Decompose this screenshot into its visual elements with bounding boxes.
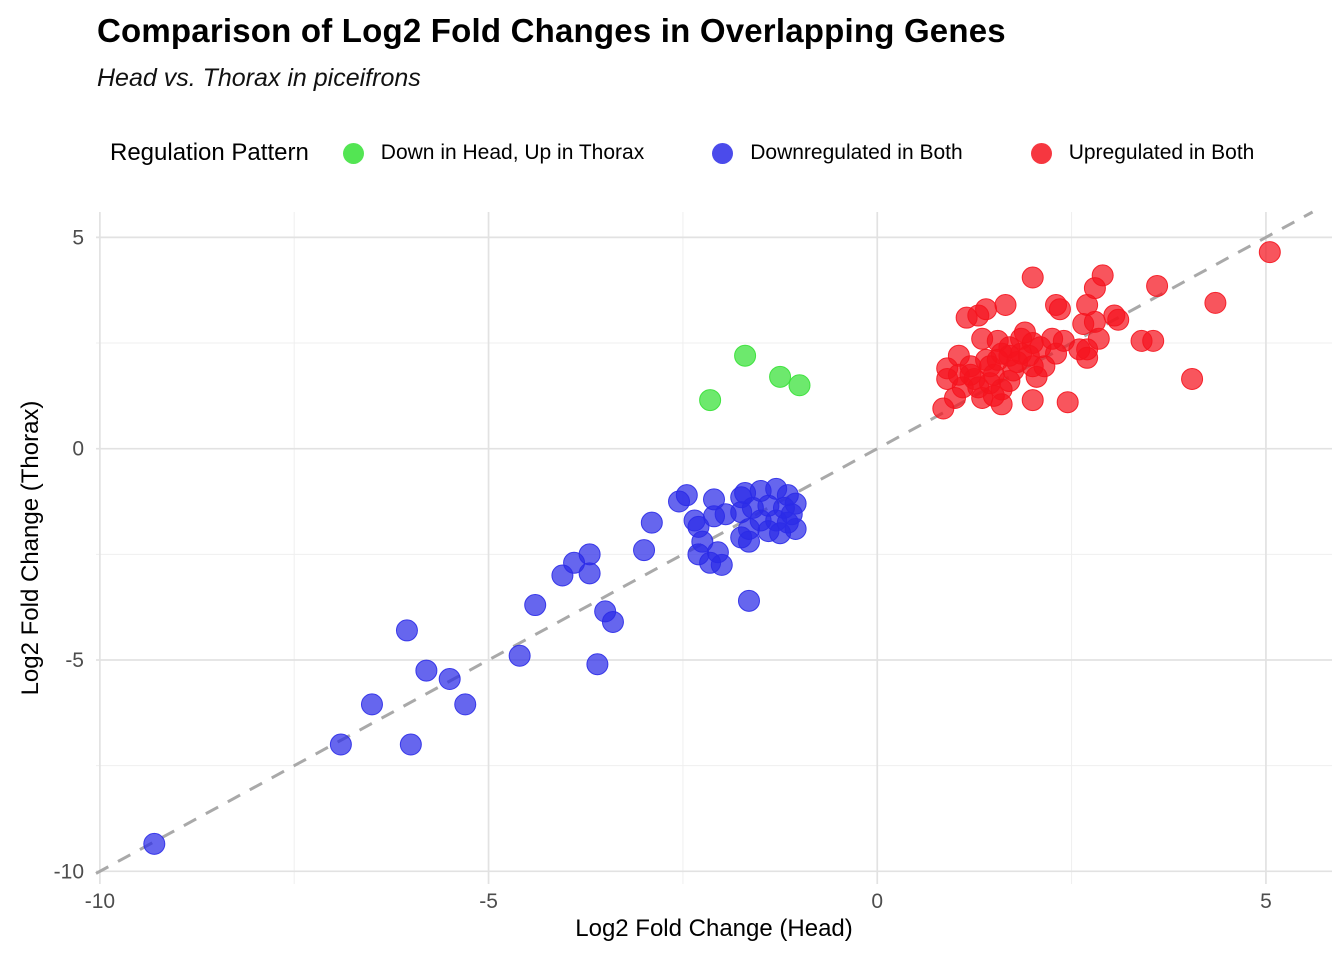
data-point xyxy=(1033,355,1056,378)
data-point xyxy=(734,344,757,367)
x-axis-title: Log2 Fold Change (Head) xyxy=(575,915,853,942)
data-point xyxy=(788,374,811,397)
data-point xyxy=(399,733,422,756)
data-point xyxy=(1103,304,1126,327)
data-point xyxy=(994,293,1017,316)
y-tick-label: 5 xyxy=(72,226,84,249)
data-point xyxy=(975,298,998,321)
green-dot-icon xyxy=(342,142,364,164)
legend-item-upregulated-both: Upregulated in Both xyxy=(1030,141,1255,165)
data-point xyxy=(143,832,166,855)
chart-subtitle: Head vs. Thorax in piceifrons xyxy=(97,64,421,92)
data-point xyxy=(524,594,547,617)
y-tick-label: -10 xyxy=(54,860,84,883)
x-tick-label: -5 xyxy=(479,890,498,913)
x-tick-label: 0 xyxy=(871,890,883,913)
data-point xyxy=(737,589,760,612)
data-point xyxy=(508,644,531,667)
data-point xyxy=(395,619,418,642)
data-point xyxy=(1056,391,1079,414)
legend-title: Regulation Pattern xyxy=(110,139,309,166)
data-point xyxy=(415,659,438,682)
data-point xyxy=(1258,241,1281,264)
y-tick-label: -5 xyxy=(65,649,84,672)
legend-item-down-head-up-thorax: Down in Head, Up in Thorax xyxy=(342,141,645,165)
data-point xyxy=(998,344,1021,367)
data-point xyxy=(1181,367,1204,390)
data-point xyxy=(1072,313,1095,335)
data-point xyxy=(699,389,722,412)
data-point xyxy=(947,363,970,386)
data-point xyxy=(1021,266,1044,289)
data-point xyxy=(1029,336,1052,359)
data-point xyxy=(360,693,383,716)
legend-item-downregulated-both: Downregulated in Both xyxy=(712,141,963,165)
data-point xyxy=(1021,389,1044,412)
x-tick-label: 5 xyxy=(1260,890,1272,913)
data-point xyxy=(932,397,955,420)
legend-label-downregulated-both: Downregulated in Both xyxy=(750,141,963,164)
data-point xyxy=(675,484,698,507)
legend: Regulation Pattern Down in Head, Up in T… xyxy=(110,136,1324,170)
data-point xyxy=(737,517,760,540)
data-point xyxy=(586,653,609,676)
data-point xyxy=(769,522,792,545)
data-point xyxy=(1146,274,1169,297)
blue-dot-icon xyxy=(712,142,734,164)
legend-label-down-head-up-thorax: Down in Head, Up in Thorax xyxy=(380,141,645,164)
data-point xyxy=(710,553,733,576)
red-dot-icon xyxy=(1030,142,1052,164)
data-point xyxy=(438,668,461,691)
y-axis-title: Log2 Fold Change (Thorax) xyxy=(17,400,44,696)
data-point xyxy=(601,610,624,633)
x-tick-label: -10 xyxy=(85,890,115,913)
chart-title: Comparison of Log2 Fold Changes in Overl… xyxy=(97,12,1006,49)
data-point xyxy=(578,543,601,566)
legend-label-upregulated-both: Upregulated in Both xyxy=(1068,141,1255,164)
data-point xyxy=(1204,291,1227,314)
data-point xyxy=(633,539,656,562)
data-point xyxy=(454,693,477,716)
data-point xyxy=(640,511,663,534)
data-point xyxy=(329,733,352,756)
data-point xyxy=(982,384,1005,407)
data-point xyxy=(578,562,601,585)
data-point xyxy=(769,365,792,388)
data-point xyxy=(1076,346,1099,369)
data-point xyxy=(1142,329,1165,352)
data-point xyxy=(1048,298,1071,321)
data-point xyxy=(780,503,803,526)
y-tick-label: 0 xyxy=(72,438,84,461)
